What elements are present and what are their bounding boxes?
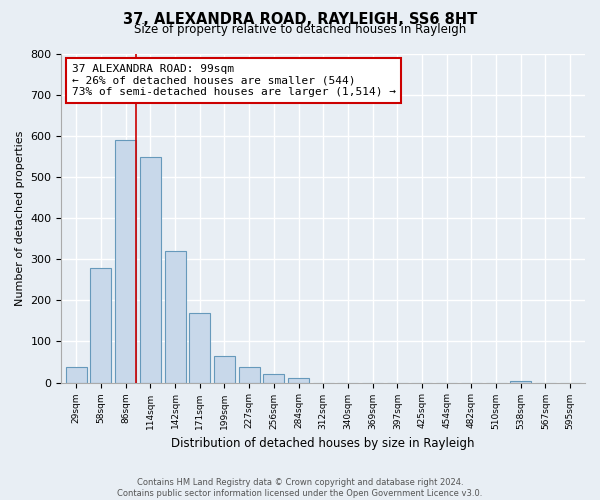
X-axis label: Distribution of detached houses by size in Rayleigh: Distribution of detached houses by size … [172,437,475,450]
Text: Contains HM Land Registry data © Crown copyright and database right 2024.
Contai: Contains HM Land Registry data © Crown c… [118,478,482,498]
Bar [66,367,87,382]
Bar [288,378,309,382]
Y-axis label: Number of detached properties: Number of detached properties [15,130,25,306]
Text: 37, ALEXANDRA ROAD, RAYLEIGH, SS6 8HT: 37, ALEXANDRA ROAD, RAYLEIGH, SS6 8HT [123,12,477,28]
Bar [263,374,284,382]
Bar [239,367,260,382]
Bar [91,268,112,382]
Bar [140,157,161,382]
Text: 37 ALEXANDRA ROAD: 99sqm
← 26% of detached houses are smaller (544)
73% of semi-: 37 ALEXANDRA ROAD: 99sqm ← 26% of detach… [72,64,396,97]
Bar [214,356,235,382]
Bar [510,380,531,382]
Text: Size of property relative to detached houses in Rayleigh: Size of property relative to detached ho… [134,22,466,36]
Bar [189,312,210,382]
Bar [115,140,136,382]
Bar [164,251,185,382]
